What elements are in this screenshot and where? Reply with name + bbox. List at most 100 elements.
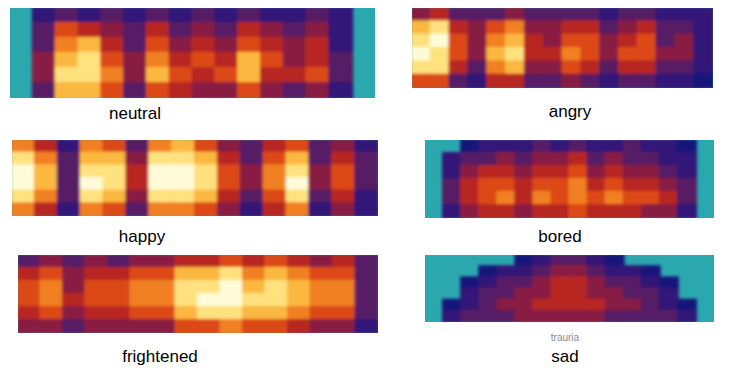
heatmap-cell [623,191,643,206]
heatmap-cell [532,165,552,180]
heatmap-cell [412,47,432,62]
plot-area [32,8,353,98]
heatmap-cell [605,152,625,167]
heatmap-cell [192,82,217,98]
heatmap-cell [62,306,87,321]
heatmap-cell [659,152,679,167]
heatmap-cell [310,255,335,269]
heatmap-cell [263,190,288,205]
heatmap-cell [580,34,601,49]
heatmap-cell [677,140,697,154]
heatmap-cell [587,152,607,167]
heatmap-cell [152,267,177,282]
heatmap-cell [693,60,713,75]
heatmap-cell [34,202,59,216]
heatmap-cell [32,52,57,69]
heatmap-cell [677,204,697,218]
heatmap-cell [605,310,625,322]
heatmap-cell [486,47,507,62]
heatmap-cell [152,306,177,321]
heatmap-cell [171,177,196,192]
heatmap-cell [80,140,105,154]
panel-label: angry [549,102,592,121]
heatmap-cell [308,202,333,216]
heatmap-cell [328,52,353,69]
heatmap-cell [240,140,265,154]
heatmap-cell [550,204,570,218]
heatmap-cell [332,293,357,308]
heatmap-cell [12,202,36,216]
heatmap-cell [605,178,625,193]
heatmap-cell [85,306,110,321]
heatmap-cell [532,152,552,167]
heatmap-cell [40,306,65,321]
heatmap-cell [328,22,353,39]
heatmap-cell [656,60,677,75]
heatmap-cell [148,152,173,167]
heatmap-cell [197,255,222,269]
panel-background [412,8,713,88]
heatmap-cell [34,177,59,192]
heatmap-cell [260,52,285,69]
heatmap-cell [569,140,589,154]
heatmap-cell [310,319,335,333]
heatmap-cell [55,82,80,98]
heatmap-cell [100,37,125,54]
heatmap-cell [524,60,545,75]
heatmap-cell [146,67,171,84]
heatmap-cell [123,82,148,98]
heatmap-cell [674,60,695,75]
heatmap-cell [220,255,245,269]
heatmap-cell [55,37,80,54]
heatmap-cell [217,190,242,205]
heatmap-cell [283,67,308,84]
heatmap-cell [217,164,242,179]
heatmap-cell [306,52,331,69]
heatmap-cell [57,190,82,205]
spectrogram-panel [17,254,379,334]
heatmap-cell [460,204,480,218]
heatmap-cell [550,165,570,180]
heatmap-cell [125,177,150,192]
heatmap-cell [486,74,507,88]
heatmap-cell [562,34,583,49]
heatmap-cell [623,165,643,180]
heatmap-cell [637,20,658,35]
heatmap-cell [354,140,378,154]
heatmap-cell [478,191,498,206]
heatmap-cell [171,164,196,179]
heatmap-cell [240,152,265,167]
heatmap-cell [599,20,620,35]
heatmap-cell [240,177,265,192]
heatmap-cell [80,202,105,216]
heatmap-cell [214,37,239,54]
heatmap-cell [18,267,42,282]
heatmap-cell [354,190,378,205]
heatmap-cell [146,82,171,98]
heatmap-cell [656,47,677,62]
heatmap-cell [265,319,290,333]
heatmap-cell [467,20,488,35]
heatmap-cell [287,280,312,295]
heatmap-cell [220,293,245,308]
heatmap-cell [34,190,59,205]
heatmap-cell [12,140,36,154]
heatmap-cell [62,319,87,333]
heatmap-cell [32,67,57,84]
heatmap-cell [505,60,526,75]
spectrogram-panel [425,139,714,219]
heatmap-cell [240,164,265,179]
heatmap-cell [442,191,462,206]
heatmap-cell [659,191,679,206]
heatmap-cell [430,34,451,49]
heatmap-cell [505,8,526,22]
spectrogram-panel [411,7,714,89]
spectrogram-panel [10,7,375,99]
heatmap-cell [310,280,335,295]
heatmap-cell [217,177,242,192]
heatmap-cell [442,152,462,167]
heatmap-cell [308,152,333,167]
heatmap-cell [214,82,239,98]
heatmap-cell [130,280,155,295]
heatmap-cell [85,293,110,308]
